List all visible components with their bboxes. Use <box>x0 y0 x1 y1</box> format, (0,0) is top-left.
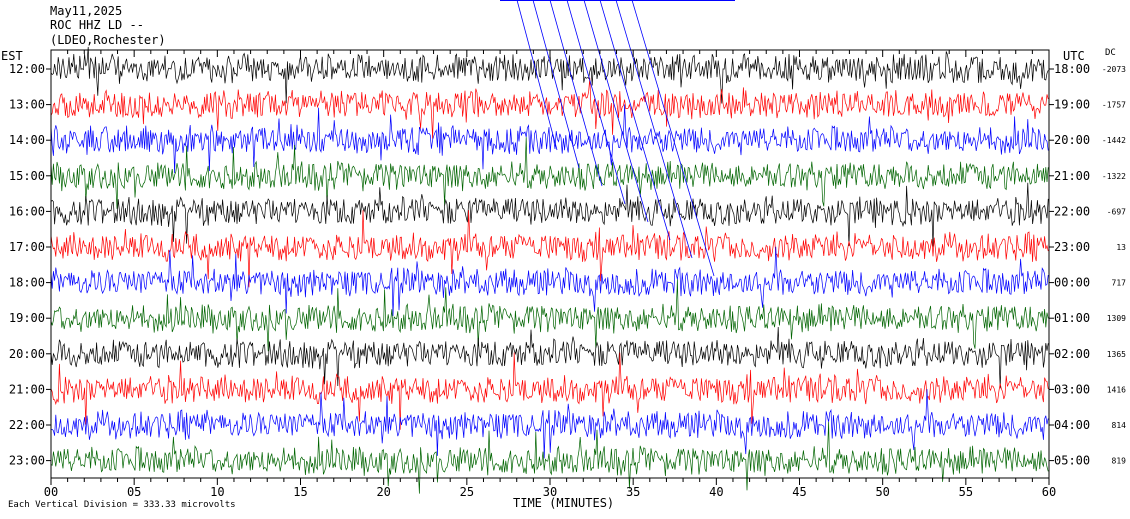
event-annotation-lines <box>500 0 735 277</box>
utc-time-label: 18:00 <box>1054 62 1090 76</box>
utc-time-label: 21:00 <box>1054 169 1090 183</box>
annotation-line <box>516 0 558 151</box>
annotation-line <box>599 0 671 241</box>
trace-line <box>50 352 1049 430</box>
header-date: May11,2025 <box>50 4 123 18</box>
trace-line <box>50 46 1049 104</box>
utc-time-label: 23:00 <box>1054 240 1090 254</box>
dc-axis-label: DC <box>1105 48 1116 58</box>
utc-axis-label: UTC <box>1063 49 1085 63</box>
dc-value-label: -1322 <box>1102 172 1126 181</box>
dc-value-label: 1416 <box>1107 385 1126 394</box>
trace-line <box>50 104 1049 174</box>
annotation-line <box>532 0 580 169</box>
est-time-label: 16:00 <box>9 204 45 218</box>
dc-value-label: 717 <box>1112 279 1127 288</box>
utc-time-label: 22:00 <box>1054 204 1090 218</box>
dc-value-label: -697 <box>1107 207 1126 216</box>
trace-line <box>50 137 1049 209</box>
annotation-line <box>549 0 603 187</box>
header-station: ROC HHZ LD -- <box>50 18 144 32</box>
est-time-label: 19:00 <box>9 311 45 325</box>
est-time-label: 21:00 <box>9 382 45 396</box>
utc-time-label: 00:00 <box>1054 276 1090 290</box>
est-time-label: 22:00 <box>9 418 45 432</box>
trace-line <box>50 246 1049 317</box>
dc-value-label: 13 <box>1116 243 1126 252</box>
dc-value-label: 1365 <box>1107 350 1126 359</box>
x-tick-label: 45 <box>792 485 806 499</box>
annotation-line <box>615 0 693 259</box>
trace-line <box>50 421 1049 494</box>
x-tick-label: 20 <box>376 485 390 499</box>
annotation-line <box>631 0 715 277</box>
x-axis-title: TIME (MINUTES) <box>513 496 615 510</box>
trace-line <box>50 182 1049 247</box>
est-time-label: 13:00 <box>9 98 45 112</box>
utc-time-label: 05:00 <box>1054 454 1090 468</box>
est-time-label: 14:00 <box>9 133 45 147</box>
x-tick-label: 40 <box>709 485 723 499</box>
annotation-line <box>566 0 626 205</box>
est-axis-label: EST <box>1 49 23 63</box>
trace-line <box>50 77 1049 139</box>
x-tick-label: 00 <box>44 485 58 499</box>
utc-time-label: 01:00 <box>1054 311 1090 325</box>
est-time-label: 17:00 <box>9 240 45 254</box>
x-tick-label: 10 <box>210 485 224 499</box>
trace-group <box>50 46 1049 494</box>
est-time-label: 23:00 <box>9 454 45 468</box>
header-network: (LDEO,Rochester) <box>50 33 166 47</box>
utc-time-label: 19:00 <box>1054 98 1090 112</box>
dc-value-label: 1309 <box>1107 314 1126 323</box>
trace-line <box>50 279 1049 352</box>
dc-value-label: -1757 <box>1102 101 1126 110</box>
est-time-label: 15:00 <box>9 169 45 183</box>
annotation-line <box>583 0 649 223</box>
time-ticks: 00 05 10 15 20 25 30 35 40 45 50 55 60 <box>44 50 1056 499</box>
row-labels: 12:00 18:00 -2073 13:00 19:00 -1757 14:00 20:00… <box>9 62 1126 468</box>
trace-line <box>50 210 1049 288</box>
vertical-division-note: Each Vertical Division = 333.33 microvol… <box>8 500 236 510</box>
dc-value-label: 819 <box>1112 457 1127 466</box>
dc-value-label: -1442 <box>1102 136 1126 145</box>
x-tick-label: 25 <box>460 485 474 499</box>
x-tick-label: 50 <box>875 485 889 499</box>
dc-value-label: 814 <box>1112 421 1127 430</box>
utc-time-label: 20:00 <box>1054 133 1090 147</box>
trace-line <box>50 326 1049 389</box>
x-tick-label: 55 <box>959 485 973 499</box>
x-tick-label: 05 <box>127 485 141 499</box>
x-tick-label: 60 <box>1042 485 1056 499</box>
x-tick-label: 35 <box>626 485 640 499</box>
x-tick-label: 30 <box>543 485 557 499</box>
dc-value-label: -2073 <box>1102 65 1126 74</box>
trace-line <box>50 389 1049 459</box>
x-tick-label: 15 <box>293 485 307 499</box>
est-time-label: 20:00 <box>9 347 45 361</box>
est-time-label: 18:00 <box>9 276 45 290</box>
utc-time-label: 02:00 <box>1054 347 1090 361</box>
utc-time-label: 04:00 <box>1054 418 1090 432</box>
est-time-label: 12:00 <box>9 62 45 76</box>
utc-time-label: 03:00 <box>1054 382 1090 396</box>
